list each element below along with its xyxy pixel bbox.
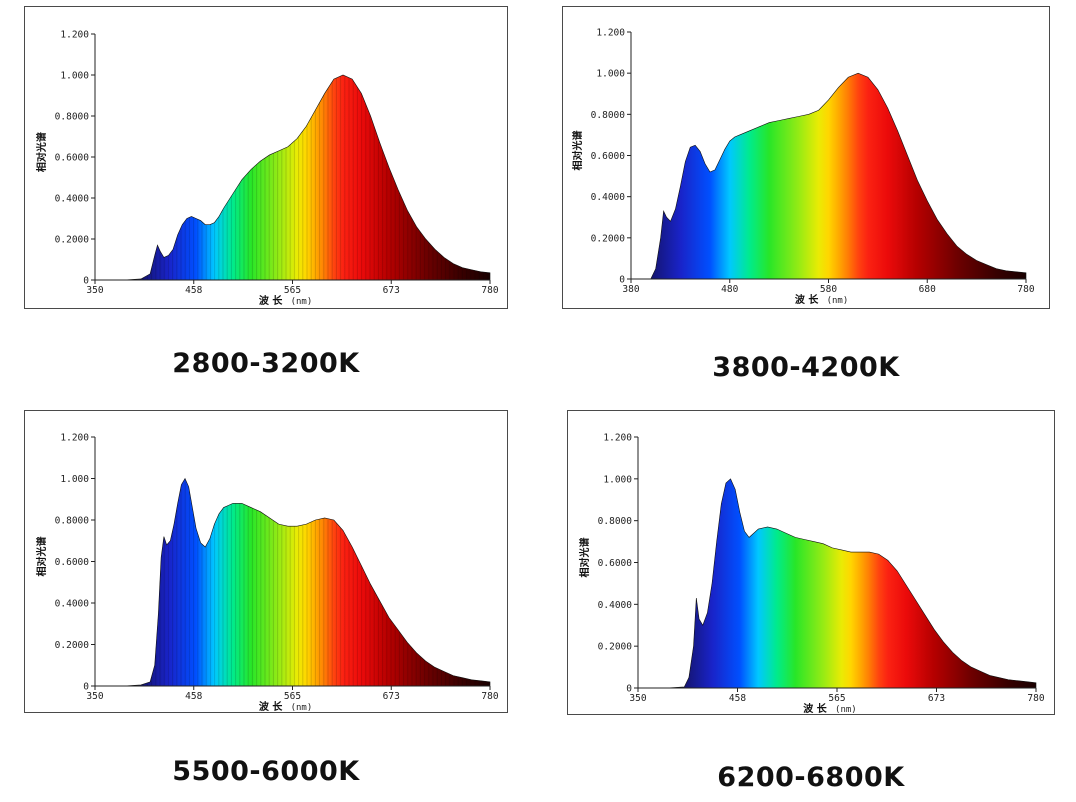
y-axis-title: 相对光谱	[578, 537, 591, 577]
x-tick-label: 380	[622, 284, 639, 295]
spectrum-area	[650, 72, 1027, 280]
y-tick-label: 0.2000	[55, 640, 90, 651]
chart-panel-4: 0 0.2000 0.4000 0.6000 0.8000 1.000 1.200 350 45…	[567, 410, 1055, 800]
y-tick-label: 0.8000	[55, 112, 90, 123]
y-tick-label: 0.4000	[55, 599, 90, 610]
x-tick-label: 565	[828, 693, 845, 704]
x-axis-unit: (nm)	[291, 703, 313, 713]
y-tick-label: 0.8000	[591, 110, 626, 121]
x-tick-label: 673	[928, 693, 945, 704]
x-tick-label: 780	[481, 691, 498, 702]
chart-panel-2: 0 0.2000 0.4000 0.6000 0.8000 1.000 1.200 380 48…	[562, 6, 1050, 396]
x-tick-label: 673	[383, 691, 400, 702]
x-axis-unit: (nm)	[835, 705, 857, 715]
chart-frame-1: 0 0.2000 0.4000 0.6000 0.8000 1.000 1.200 350 45…	[24, 6, 508, 309]
chart-caption-3: 5500-6000K	[172, 756, 360, 787]
x-tick-label: 480	[721, 284, 738, 295]
chart-panel-3: 0 0.2000 0.4000 0.6000 0.8000 1.000 1.200 350 45…	[24, 410, 508, 800]
y-tick-label: 1.200	[603, 433, 632, 444]
y-tick-label: 1.200	[596, 28, 625, 39]
x-tick-label: 673	[383, 285, 400, 296]
x-axis-title: 波 长	[259, 700, 283, 713]
x-tick-label: 565	[284, 691, 301, 702]
x-tick-label: 350	[86, 691, 103, 702]
spectrum-chart-3: 0 0.2000 0.4000 0.6000 0.8000 1.000 1.200 350 45…	[35, 433, 499, 714]
spectrum-area	[665, 478, 1037, 689]
y-tick-label: 0.2000	[591, 233, 626, 244]
x-tick-label: 565	[284, 285, 301, 296]
y-tick-label: 0	[619, 275, 625, 286]
y-tick-label: 0.2000	[55, 235, 90, 246]
spectrum-area	[122, 74, 491, 281]
y-axis-title: 相对光谱	[35, 132, 48, 172]
chart-caption-2: 3800-4200K	[712, 352, 900, 383]
chart-frame-2: 0 0.2000 0.4000 0.6000 0.8000 1.000 1.200 380 48…	[562, 6, 1050, 309]
spectrum-chart-1: 0 0.2000 0.4000 0.6000 0.8000 1.000 1.200 350 45…	[35, 30, 499, 308]
x-axis-title: 波 长	[259, 294, 283, 307]
y-tick-label: 0	[83, 682, 89, 693]
y-tick-label: 0.4000	[55, 194, 90, 205]
y-tick-label: 0.4000	[598, 600, 633, 611]
x-tick-label: 350	[629, 693, 646, 704]
y-tick-label: 1.000	[603, 474, 632, 485]
x-tick-label: 780	[1017, 284, 1034, 295]
y-tick-label: 1.000	[596, 69, 625, 80]
x-tick-label: 458	[185, 285, 202, 296]
x-tick-label: 680	[919, 284, 936, 295]
y-tick-label: 0.6000	[591, 151, 626, 162]
y-axis-title: 相对光谱	[571, 131, 584, 171]
y-tick-label: 0.6000	[55, 153, 90, 164]
x-tick-label: 780	[1027, 693, 1044, 704]
y-tick-label: 0.2000	[598, 642, 633, 653]
x-tick-label: 580	[820, 284, 837, 295]
spectrum-chart-4: 0 0.2000 0.4000 0.6000 0.8000 1.000 1.200 350 45…	[578, 433, 1045, 716]
y-tick-label: 1.000	[60, 474, 89, 485]
chart-caption-1: 2800-3200K	[172, 348, 360, 379]
y-tick-label: 0	[626, 684, 632, 695]
y-tick-label: 0	[83, 276, 89, 287]
y-tick-label: 0.8000	[598, 516, 633, 527]
x-axis-unit: (nm)	[291, 297, 313, 307]
x-axis-title: 波 长	[795, 293, 819, 306]
x-tick-label: 458	[185, 691, 202, 702]
y-tick-label: 1.200	[60, 30, 89, 41]
chart-panel-1: 0 0.2000 0.4000 0.6000 0.8000 1.000 1.200 350 45…	[24, 6, 508, 396]
y-tick-label: 0.8000	[55, 516, 90, 527]
spectrum-chart-2: 0 0.2000 0.4000 0.6000 0.8000 1.000 1.200 380 48…	[571, 28, 1035, 307]
x-axis-title: 波 长	[803, 702, 827, 715]
y-tick-label: 0.4000	[591, 192, 626, 203]
y-tick-label: 0.6000	[55, 557, 90, 568]
x-tick-label: 780	[481, 285, 498, 296]
x-tick-label: 458	[729, 693, 746, 704]
spectrum-area	[122, 477, 491, 687]
chart-caption-4: 6200-6800K	[717, 762, 905, 793]
y-tick-label: 0.6000	[598, 558, 633, 569]
y-tick-label: 1.200	[60, 433, 89, 444]
chart-frame-3: 0 0.2000 0.4000 0.6000 0.8000 1.000 1.200 350 45…	[24, 410, 508, 713]
y-tick-label: 1.000	[60, 71, 89, 82]
x-axis-unit: (nm)	[827, 296, 849, 306]
y-axis-title: 相对光谱	[35, 537, 48, 577]
chart-frame-4: 0 0.2000 0.4000 0.6000 0.8000 1.000 1.200 350 45…	[567, 410, 1055, 715]
x-tick-label: 350	[86, 285, 103, 296]
